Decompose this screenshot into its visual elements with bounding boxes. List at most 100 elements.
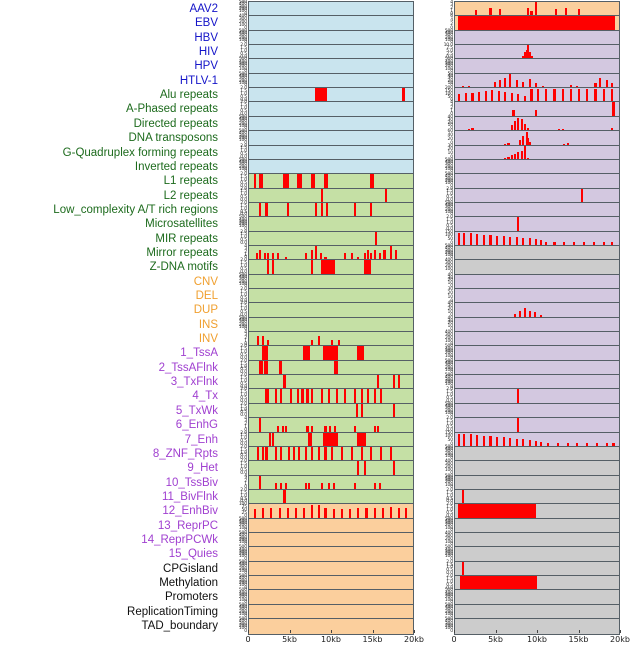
data-bar xyxy=(303,346,306,362)
track-label-14-reprpcwk: 14_ReprPCWk xyxy=(141,533,218,546)
data-bar xyxy=(471,504,474,520)
data-bar xyxy=(458,433,461,448)
y-tick-labels: 500 400 300 200 100 0 xyxy=(444,200,453,218)
data-bar xyxy=(373,483,376,491)
data-bar xyxy=(596,443,599,448)
track-label-dup: DUP xyxy=(193,304,218,317)
x-axis-tick-label: 15kb xyxy=(362,635,383,645)
y-tick-labels: 500 400 300 200 100 0 xyxy=(238,215,247,232)
data-bar xyxy=(299,174,302,190)
x-axis-left-panel: 0 5kb 10kb 15kb 20kb xyxy=(245,630,424,649)
x-axis-tick-label: 0 xyxy=(451,635,457,645)
data-bar xyxy=(527,137,530,147)
data-bar xyxy=(520,504,523,520)
track-label-7-enh: 7_Enh xyxy=(184,433,218,446)
track-panel-left: 500 400 300 200 100 0 xyxy=(222,545,414,564)
data-bar xyxy=(278,507,281,520)
data-bar xyxy=(368,260,371,276)
y-tick-labels: 400 300 200 100 0 xyxy=(444,258,453,275)
track-label-cnv: CNV xyxy=(193,275,218,288)
data-bar xyxy=(337,339,340,348)
data-bar xyxy=(390,507,393,520)
data-bar xyxy=(385,188,388,204)
track-label-3-txflnk: 3_TxFlnk xyxy=(170,376,218,389)
data-bar xyxy=(258,174,261,190)
track-label-hiv: HIV xyxy=(198,46,218,59)
track-label-5-txwk: 5_TxWk xyxy=(175,404,218,417)
data-bar xyxy=(363,253,366,261)
data-bar xyxy=(561,89,564,104)
data-bar xyxy=(509,236,512,247)
data-bar xyxy=(306,346,309,362)
data-bar xyxy=(326,174,329,190)
y-tick-labels: 500 400 300 200 100 0 xyxy=(238,588,247,605)
data-bar xyxy=(311,504,314,520)
data-bar xyxy=(268,432,271,448)
y-tick-labels: 500 400 300 200 100 0 xyxy=(444,157,453,175)
data-bar xyxy=(373,507,376,520)
y-tick-labels: 2.0 1.5 1.0 0.5 0.0 xyxy=(240,100,247,117)
data-bar xyxy=(489,235,492,247)
data-bar xyxy=(329,432,332,448)
y-tick-labels: 500 400 300 200 100 0 xyxy=(444,588,453,605)
data-bar xyxy=(357,346,360,362)
x-axis-tick-mark xyxy=(372,630,374,634)
data-bar xyxy=(378,253,381,261)
data-bar xyxy=(497,90,500,104)
y-tick-labels: 40 30 20 10 0 xyxy=(447,301,454,318)
data-bar xyxy=(255,253,258,261)
data-bar xyxy=(353,483,357,491)
data-bar xyxy=(527,7,530,17)
data-bar xyxy=(520,119,523,132)
y-tick-labels: 60 40 20 0 xyxy=(447,129,454,146)
data-bar xyxy=(504,504,507,520)
data-bar xyxy=(349,508,352,520)
data-bar xyxy=(276,425,279,434)
data-bar xyxy=(569,89,572,104)
data-bar xyxy=(311,389,314,405)
data-bar xyxy=(258,418,261,434)
x-axis-tick-mark xyxy=(331,630,332,634)
data-bar xyxy=(370,202,373,218)
track-label-15-quies: 15_Quies xyxy=(168,548,218,561)
data-bar xyxy=(515,237,518,247)
data-bar xyxy=(335,346,339,362)
data-bar xyxy=(393,461,396,477)
data-bar xyxy=(530,55,533,61)
data-bar xyxy=(573,242,576,247)
y-tick-labels: 2.0 1.5 1.0 0.5 0.0 xyxy=(446,559,453,577)
data-bar xyxy=(393,403,396,419)
data-bar xyxy=(469,233,472,247)
data-bar xyxy=(523,123,526,132)
track-label-4-tx: 4_Tx xyxy=(192,390,218,403)
data-bar xyxy=(520,151,523,161)
y-tick-labels: 40 30 20 10 0 xyxy=(447,315,454,333)
y-tick-labels: 2.0 1.5 1.0 0.5 0.0 xyxy=(446,416,453,433)
track-label-del: DEL xyxy=(195,290,218,302)
data-bar xyxy=(358,432,361,448)
track-label-methylation: Methylation xyxy=(159,577,218,589)
data-bar xyxy=(321,202,324,218)
data-bar xyxy=(286,202,289,218)
data-bar xyxy=(578,9,581,17)
track-plot-area xyxy=(454,230,620,248)
data-bar xyxy=(353,425,357,434)
data-bar xyxy=(263,360,266,376)
y-tick-labels: 500 400 300 200 100 0 xyxy=(238,0,247,17)
data-bar xyxy=(327,389,330,405)
data-bar xyxy=(360,346,363,362)
data-bar xyxy=(592,242,595,247)
data-bar xyxy=(285,483,288,491)
data-bar xyxy=(267,389,270,405)
data-bar xyxy=(285,174,288,190)
data-bar xyxy=(373,249,376,261)
data-bar xyxy=(502,236,505,247)
y-tick-labels: 400 300 200 100 0 xyxy=(444,530,453,548)
data-bar xyxy=(494,82,497,89)
track-panel-left: 500 400 300 200 100 0 xyxy=(222,29,414,47)
data-bar xyxy=(311,174,314,190)
x-axis-tick-mark xyxy=(578,630,580,634)
data-bar xyxy=(373,425,376,434)
data-bar xyxy=(458,233,461,247)
data-bar xyxy=(280,446,283,462)
